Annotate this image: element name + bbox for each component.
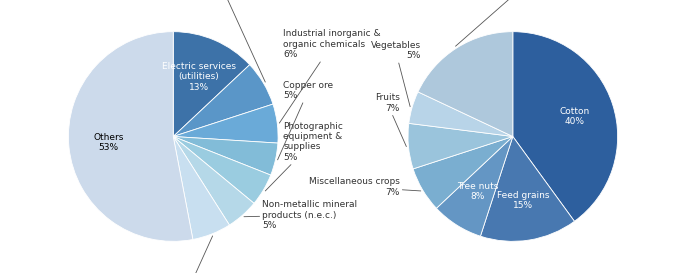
Wedge shape [173,136,271,203]
Text: The rest
18%: The rest 18% [455,0,547,46]
Wedge shape [480,136,574,241]
Wedge shape [513,32,617,221]
Text: Photographic
equipment &
supplies
5%: Photographic equipment & supplies 5% [265,122,343,191]
Wedge shape [409,92,513,136]
Text: Feed grains
15%: Feed grains 15% [497,191,550,210]
Wedge shape [408,123,513,169]
Text: Cotton
40%: Cotton 40% [559,107,590,126]
Wedge shape [173,65,273,136]
Text: Pulp mills
6%: Pulp mills 6% [164,236,213,273]
Text: Copper ore
5%: Copper ore 5% [278,81,333,160]
Text: Fruits
7%: Fruits 7% [375,93,406,147]
Text: Miscellaneous crops
7%: Miscellaneous crops 7% [308,177,421,197]
Wedge shape [418,32,513,136]
Text: Industrial inorganic &
organic chemicals
6%: Industrial inorganic & organic chemicals… [279,29,381,123]
Text: Vegetables
5%: Vegetables 5% [371,41,421,107]
Wedge shape [413,136,513,208]
Text: Non-metallic mineral
products (n.e.c.)
5%: Non-metallic mineral products (n.e.c.) 5… [244,200,358,230]
Text: Others
53%: Others 53% [94,133,124,152]
Text: Electric services
(utilities)
13%: Electric services (utilities) 13% [162,62,236,92]
Wedge shape [69,32,193,241]
Text: Tree nuts
8%: Tree nuts 8% [457,182,499,201]
Wedge shape [173,136,254,225]
Wedge shape [173,136,229,239]
Wedge shape [437,136,513,236]
Wedge shape [173,136,278,175]
Wedge shape [173,104,278,143]
Wedge shape [173,32,249,136]
Text: Paper & paperboard
mills
7%: Paper & paperboard mills 7% [172,0,265,82]
